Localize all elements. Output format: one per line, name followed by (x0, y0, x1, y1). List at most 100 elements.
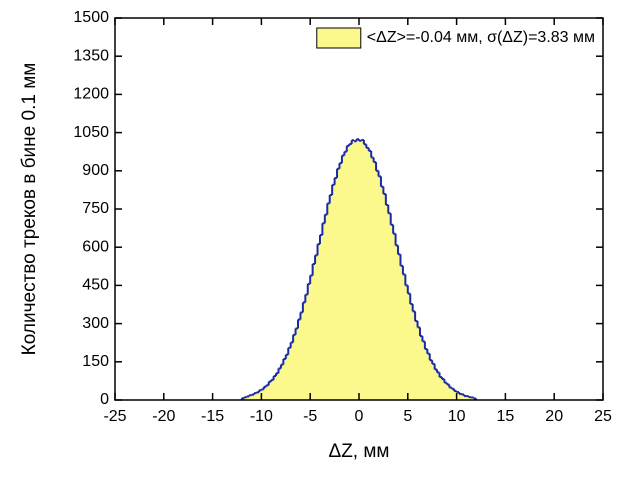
bar (363, 144, 367, 400)
bar (258, 390, 262, 400)
bar (429, 360, 433, 400)
bar (388, 213, 392, 400)
y-tick-label: 1350 (73, 47, 109, 64)
bar (319, 234, 323, 400)
bar (249, 395, 252, 400)
bar (334, 177, 338, 400)
bar (302, 302, 306, 400)
bar (451, 388, 455, 400)
bar (278, 368, 282, 400)
bar (415, 321, 418, 400)
bar (298, 319, 301, 400)
bar (329, 194, 333, 400)
bar (380, 186, 384, 400)
y-tick-label: 600 (82, 238, 109, 255)
bar (356, 139, 360, 401)
bar (346, 145, 350, 400)
bar (349, 144, 352, 400)
bar (390, 224, 394, 400)
bar (395, 245, 399, 400)
bar (271, 379, 274, 400)
bar (417, 327, 421, 400)
bar (444, 382, 448, 400)
bar (432, 363, 435, 400)
bar (244, 397, 248, 400)
x-tick-label: 15 (497, 408, 515, 425)
x-tick-label: -5 (303, 408, 317, 425)
bar (266, 385, 270, 400)
bar (471, 397, 474, 400)
x-tick-label: 25 (594, 408, 612, 425)
x-tick-label: -15 (201, 408, 224, 425)
bar (441, 379, 445, 400)
bar (256, 392, 260, 400)
bar (307, 283, 311, 400)
y-tick-label: 1050 (73, 124, 109, 141)
bar (371, 157, 374, 400)
y-tick-label: 900 (82, 162, 109, 179)
bar (288, 347, 291, 400)
bar (290, 342, 294, 400)
bar (463, 395, 467, 400)
bar (437, 372, 440, 400)
x-tick-label: 10 (448, 408, 466, 425)
bar (456, 392, 460, 400)
bar (461, 394, 465, 400)
y-tick-label: 0 (100, 391, 109, 408)
bar (251, 394, 255, 400)
bar (420, 336, 423, 400)
bar (268, 381, 272, 400)
bar (359, 140, 362, 400)
bar (305, 294, 309, 400)
bar (361, 139, 365, 400)
bar (466, 396, 470, 400)
y-tick-label: 1200 (73, 86, 109, 103)
bar (434, 369, 438, 400)
bar (263, 386, 267, 400)
bar (354, 141, 357, 400)
x-tick-label: -20 (152, 408, 175, 425)
y-axis-title: Количество треков в бине 0.1 мм (19, 63, 40, 356)
bar (324, 214, 328, 400)
legend-label: <ΔZ>=-0.04 мм, σ(ΔZ)=3.83 мм (367, 29, 595, 46)
bar (376, 170, 379, 400)
bar (341, 155, 345, 400)
x-axis-title: ΔZ, мм (329, 441, 390, 462)
bar (276, 373, 279, 400)
bar (407, 293, 411, 400)
bar (422, 341, 426, 400)
bar (383, 193, 387, 400)
bar (439, 377, 443, 400)
x-tick-label: -25 (103, 408, 126, 425)
bar (468, 397, 472, 400)
bar (339, 163, 343, 400)
bar (283, 358, 287, 400)
y-tick-label: 750 (82, 200, 109, 217)
bar (427, 353, 431, 400)
bar (317, 244, 321, 400)
bar (332, 184, 335, 400)
bar (424, 349, 428, 400)
bar (446, 384, 450, 400)
bar (315, 255, 318, 400)
bar (273, 376, 277, 400)
x-tick-label: 20 (545, 408, 563, 425)
bar (322, 223, 326, 400)
bar (378, 176, 382, 400)
bar (398, 254, 401, 400)
y-tick-label: 300 (82, 315, 109, 332)
y-tick-label: 150 (82, 353, 109, 370)
bar (293, 334, 296, 400)
bar (368, 150, 372, 400)
bar (459, 393, 462, 400)
bar (310, 275, 313, 400)
x-tick-label: 0 (355, 408, 364, 425)
legend-swatch (316, 27, 362, 49)
bar (449, 387, 453, 400)
bar (295, 328, 299, 400)
bar (344, 151, 348, 400)
bar (312, 264, 316, 400)
bar (366, 147, 370, 400)
bar (351, 140, 355, 401)
